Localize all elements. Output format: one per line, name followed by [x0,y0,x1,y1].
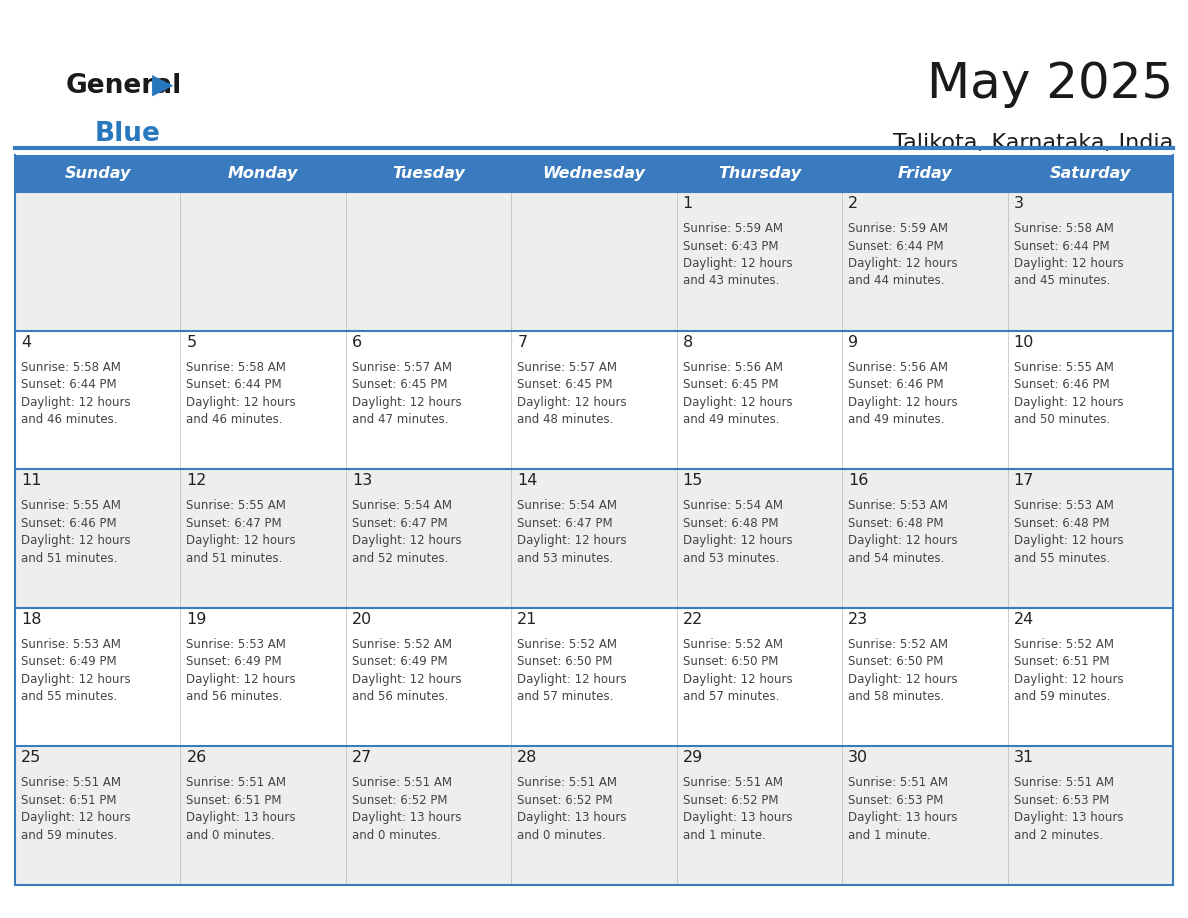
Text: Friday: Friday [898,166,952,181]
Text: Tuesday: Tuesday [392,166,465,181]
Text: 9: 9 [848,334,858,350]
Text: Sunrise: 5:52 AM
Sunset: 6:51 PM
Daylight: 12 hours
and 59 minutes.: Sunrise: 5:52 AM Sunset: 6:51 PM Dayligh… [1013,638,1123,703]
Bar [15,330,1173,469]
Text: Sunrise: 5:52 AM
Sunset: 6:49 PM
Daylight: 12 hours
and 56 minutes.: Sunrise: 5:52 AM Sunset: 6:49 PM Dayligh… [352,638,461,703]
Text: Saturday: Saturday [1050,166,1131,181]
Text: Sunrise: 5:58 AM
Sunset: 6:44 PM
Daylight: 12 hours
and 45 minutes.: Sunrise: 5:58 AM Sunset: 6:44 PM Dayligh… [1013,222,1123,287]
Text: 13: 13 [352,473,372,488]
Text: 7: 7 [517,334,527,350]
Bar [677,155,842,192]
Bar [15,192,1173,330]
Text: 28: 28 [517,750,538,766]
Text: Sunrise: 5:58 AM
Sunset: 6:44 PM
Daylight: 12 hours
and 46 minutes.: Sunrise: 5:58 AM Sunset: 6:44 PM Dayligh… [21,361,131,426]
Text: Monday: Monday [228,166,298,181]
Text: Blue: Blue [95,121,160,147]
Text: 3: 3 [1013,196,1024,211]
Text: 8: 8 [683,334,693,350]
Bar [181,155,346,192]
Text: 26: 26 [187,750,207,766]
Text: 24: 24 [1013,611,1034,627]
Text: ▶: ▶ [152,71,173,99]
Text: Sunrise: 5:58 AM
Sunset: 6:44 PM
Daylight: 12 hours
and 46 minutes.: Sunrise: 5:58 AM Sunset: 6:44 PM Dayligh… [187,361,296,426]
Text: Sunrise: 5:51 AM
Sunset: 6:52 PM
Daylight: 13 hours
and 0 minutes.: Sunrise: 5:51 AM Sunset: 6:52 PM Dayligh… [517,777,627,842]
Text: Sunrise: 5:51 AM
Sunset: 6:52 PM
Daylight: 13 hours
and 0 minutes.: Sunrise: 5:51 AM Sunset: 6:52 PM Dayligh… [352,777,461,842]
Text: Sunrise: 5:54 AM
Sunset: 6:47 PM
Daylight: 12 hours
and 53 minutes.: Sunrise: 5:54 AM Sunset: 6:47 PM Dayligh… [517,499,627,565]
Text: 16: 16 [848,473,868,488]
Text: 21: 21 [517,611,538,627]
Text: Sunrise: 5:54 AM
Sunset: 6:48 PM
Daylight: 12 hours
and 53 minutes.: Sunrise: 5:54 AM Sunset: 6:48 PM Dayligh… [683,499,792,565]
Text: 6: 6 [352,334,362,350]
Text: May 2025: May 2025 [928,60,1174,107]
Text: Sunrise: 5:59 AM
Sunset: 6:43 PM
Daylight: 12 hours
and 43 minutes.: Sunrise: 5:59 AM Sunset: 6:43 PM Dayligh… [683,222,792,287]
Text: 23: 23 [848,611,868,627]
Text: Talikota, Karnataka, India: Talikota, Karnataka, India [893,133,1174,153]
Bar [15,155,181,192]
Text: Sunrise: 5:51 AM
Sunset: 6:52 PM
Daylight: 13 hours
and 1 minute.: Sunrise: 5:51 AM Sunset: 6:52 PM Dayligh… [683,777,792,842]
Text: 11: 11 [21,473,42,488]
Text: General: General [65,73,182,99]
Text: Sunrise: 5:53 AM
Sunset: 6:48 PM
Daylight: 12 hours
and 54 minutes.: Sunrise: 5:53 AM Sunset: 6:48 PM Dayligh… [848,499,958,565]
Text: Sunrise: 5:55 AM
Sunset: 6:46 PM
Daylight: 12 hours
and 51 minutes.: Sunrise: 5:55 AM Sunset: 6:46 PM Dayligh… [21,499,131,565]
Text: Sunrise: 5:56 AM
Sunset: 6:45 PM
Daylight: 12 hours
and 49 minutes.: Sunrise: 5:56 AM Sunset: 6:45 PM Dayligh… [683,361,792,426]
Text: 14: 14 [517,473,538,488]
Text: 18: 18 [21,611,42,627]
Bar [1007,155,1173,192]
Text: Sunrise: 5:52 AM
Sunset: 6:50 PM
Daylight: 12 hours
and 57 minutes.: Sunrise: 5:52 AM Sunset: 6:50 PM Dayligh… [517,638,627,703]
Text: Sunrise: 5:52 AM
Sunset: 6:50 PM
Daylight: 12 hours
and 58 minutes.: Sunrise: 5:52 AM Sunset: 6:50 PM Dayligh… [848,638,958,703]
Text: 15: 15 [683,473,703,488]
Text: Sunrise: 5:53 AM
Sunset: 6:49 PM
Daylight: 12 hours
and 56 minutes.: Sunrise: 5:53 AM Sunset: 6:49 PM Dayligh… [187,638,296,703]
Text: 20: 20 [352,611,372,627]
Text: 27: 27 [352,750,372,766]
Text: 17: 17 [1013,473,1034,488]
Text: Sunrise: 5:53 AM
Sunset: 6:48 PM
Daylight: 12 hours
and 55 minutes.: Sunrise: 5:53 AM Sunset: 6:48 PM Dayligh… [1013,499,1123,565]
Text: Sunrise: 5:59 AM
Sunset: 6:44 PM
Daylight: 12 hours
and 44 minutes.: Sunrise: 5:59 AM Sunset: 6:44 PM Dayligh… [848,222,958,287]
Bar [842,155,1007,192]
Text: Wednesday: Wednesday [543,166,645,181]
Text: 19: 19 [187,611,207,627]
Text: 4: 4 [21,334,31,350]
Text: 29: 29 [683,750,703,766]
Text: Sunrise: 5:52 AM
Sunset: 6:50 PM
Daylight: 12 hours
and 57 minutes.: Sunrise: 5:52 AM Sunset: 6:50 PM Dayligh… [683,638,792,703]
Text: 10: 10 [1013,334,1034,350]
Bar [15,608,1173,746]
Text: 12: 12 [187,473,207,488]
Bar [511,155,677,192]
Bar [15,469,1173,608]
Text: Sunrise: 5:56 AM
Sunset: 6:46 PM
Daylight: 12 hours
and 49 minutes.: Sunrise: 5:56 AM Sunset: 6:46 PM Dayligh… [848,361,958,426]
Text: Sunrise: 5:55 AM
Sunset: 6:46 PM
Daylight: 12 hours
and 50 minutes.: Sunrise: 5:55 AM Sunset: 6:46 PM Dayligh… [1013,361,1123,426]
Text: 5: 5 [187,334,196,350]
Text: Sunrise: 5:51 AM
Sunset: 6:53 PM
Daylight: 13 hours
and 1 minute.: Sunrise: 5:51 AM Sunset: 6:53 PM Dayligh… [848,777,958,842]
Text: Sunrise: 5:54 AM
Sunset: 6:47 PM
Daylight: 12 hours
and 52 minutes.: Sunrise: 5:54 AM Sunset: 6:47 PM Dayligh… [352,499,461,565]
Text: Sunrise: 5:55 AM
Sunset: 6:47 PM
Daylight: 12 hours
and 51 minutes.: Sunrise: 5:55 AM Sunset: 6:47 PM Dayligh… [187,499,296,565]
Text: 30: 30 [848,750,868,766]
Bar [15,746,1173,885]
Text: Sunrise: 5:51 AM
Sunset: 6:53 PM
Daylight: 13 hours
and 2 minutes.: Sunrise: 5:51 AM Sunset: 6:53 PM Dayligh… [1013,777,1123,842]
Text: 25: 25 [21,750,42,766]
Text: Sunrise: 5:51 AM
Sunset: 6:51 PM
Daylight: 13 hours
and 0 minutes.: Sunrise: 5:51 AM Sunset: 6:51 PM Dayligh… [187,777,296,842]
Text: 2: 2 [848,196,858,211]
Text: Sunday: Sunday [64,166,131,181]
Text: Sunrise: 5:51 AM
Sunset: 6:51 PM
Daylight: 12 hours
and 59 minutes.: Sunrise: 5:51 AM Sunset: 6:51 PM Dayligh… [21,777,131,842]
Text: Sunrise: 5:57 AM
Sunset: 6:45 PM
Daylight: 12 hours
and 48 minutes.: Sunrise: 5:57 AM Sunset: 6:45 PM Dayligh… [517,361,627,426]
Text: Sunrise: 5:53 AM
Sunset: 6:49 PM
Daylight: 12 hours
and 55 minutes.: Sunrise: 5:53 AM Sunset: 6:49 PM Dayligh… [21,638,131,703]
Text: Thursday: Thursday [718,166,801,181]
Text: 31: 31 [1013,750,1034,766]
Text: 1: 1 [683,196,693,211]
Text: 22: 22 [683,611,703,627]
Text: Sunrise: 5:57 AM
Sunset: 6:45 PM
Daylight: 12 hours
and 47 minutes.: Sunrise: 5:57 AM Sunset: 6:45 PM Dayligh… [352,361,461,426]
Bar [346,155,511,192]
